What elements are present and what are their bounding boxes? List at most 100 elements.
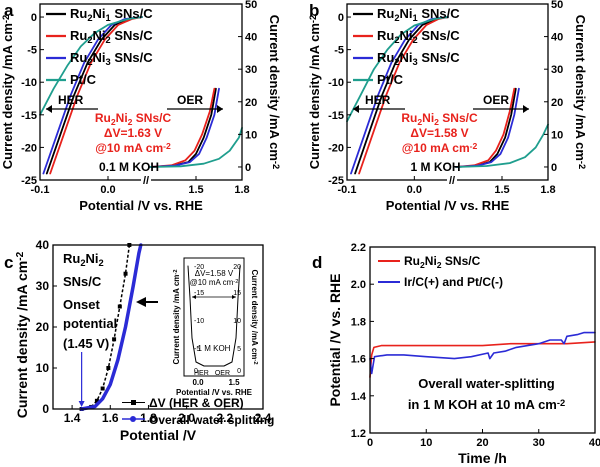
annotation-line2-d-part: -2 (557, 398, 565, 408)
y-tick-label-d-2: 1.6 (351, 354, 366, 366)
inset-y-axis-label-left-part: Current density /mA cm (172, 275, 181, 365)
annotation-sample-c-part: 2 (80, 258, 85, 268)
annotation-sample-b-part: 2 (417, 117, 422, 127)
legend-label-d-1: Ir/C(+) and Pt/C(-) (404, 275, 503, 289)
panel-letter-c: c (4, 253, 13, 272)
panel-d: 0 10 20 30 40 1.2 1.4 1.6 1.8 2.0 2.2 Time /h Potent… (312, 242, 600, 466)
annotation-current-a-part: -2 (163, 141, 171, 151)
annotation-sns-c: SNs/C (63, 274, 102, 289)
inset-y-left-tick-label-0: 0 (194, 368, 198, 375)
series-d-0 (369, 341, 596, 379)
legend-label-a-1: Ru2Ni2 SNs/C (70, 28, 153, 45)
panel-letter-d: d (312, 253, 322, 272)
legend-label-a-1-part: 2 (87, 35, 92, 45)
y-right-tick-label-b-5: 50 (551, 0, 563, 11)
annotation-delta-v-b: ΔV=1.58 V (410, 126, 468, 140)
oer-label-b: OER (483, 93, 509, 107)
inset-y-right-tick-label-3: 15 (233, 290, 241, 297)
legend-label-b-0: Ru2Ni1 SNs/C (377, 6, 460, 23)
inset-y-axis-label-right-part: -2 (252, 359, 258, 364)
inset-y-axis-label-left-part: -2 (173, 269, 179, 274)
legend-label-b-2-part: 3 (413, 57, 418, 67)
her-arrow-head-a (46, 105, 52, 113)
legend-label-a-2-part: Ni (93, 50, 106, 65)
inset-y-right-tick-label-2: 10 (233, 318, 241, 325)
y-axis-label-c: Current density /mA cm-2 (14, 251, 30, 418)
x-tick-label-d-1: 10 (420, 437, 432, 449)
annotation-sample-b-part: Ni (422, 111, 434, 125)
x-tick-label-d-0: 0 (367, 437, 373, 449)
inset-delta-arrow-right (232, 295, 236, 299)
x-tick-label-c-0: 1.4 (64, 411, 81, 425)
x-axis-label-b: Potential /V vs. RHE (386, 198, 510, 213)
legend-label-a-0-part: Ni (93, 6, 106, 21)
her-label-a: HER (58, 93, 84, 107)
y-tick-label-c-2: 20 (36, 320, 50, 334)
annotation-line2-d: in 1 M KOH at 10 mA cm-2 (408, 397, 565, 412)
legend-label-b-1-part: Ni (400, 28, 413, 43)
legend-label-c-1: Overall water splitting (149, 413, 274, 427)
annotation-line1-d: Overall water-splitting (418, 376, 555, 391)
annotation-line2-d-part: in 1 M KOH at 10 mA cm (408, 397, 557, 412)
inset-y-right-tick-label-0: 0 (237, 368, 241, 375)
legend-label-a-0-part: 2 (87, 13, 92, 23)
y-axis-label-left-b: Current density /mA cm-2 (307, 15, 322, 169)
panel-a: // -0.1 0.0 1.5 1.8 0 -5 -10 -15 -20 -25 0 10 20 30 40 5… (0, 0, 282, 213)
legend-label-d-1-part: Ir/C(+) and Pt/C(-) (404, 275, 503, 289)
y-left-tick-label-b-0: 0 (338, 12, 344, 24)
annotation-sample-c: Ru2Ni2 (63, 251, 104, 268)
legend-label-a-0-part: 1 (106, 13, 111, 23)
legend-label-b-0-part: Ni (400, 6, 413, 21)
annotation-sample-b-part: SNs/C (439, 111, 478, 125)
y-right-tick-label-b-1: 10 (551, 129, 563, 141)
annotation-onset3-c: (1.45 V) (63, 336, 109, 351)
series-a-3-oer (149, 127, 243, 168)
y-axis-label-left-a-part: Current density /mA cm (0, 23, 15, 169)
annotation-onset2-c: potential (63, 316, 117, 331)
legend-label-b-0-part: 1 (413, 13, 418, 23)
her-arrow-head-b (353, 105, 359, 113)
legend-label-d-0: Ru2Ni2 SNs/C (404, 254, 481, 270)
x-tick-label-d-4: 40 (589, 437, 600, 449)
y-tick-label-c-3: 30 (36, 279, 50, 293)
legend-label-b-1-part: 2 (394, 35, 399, 45)
inset-x-tick-label-0: 0.0 (192, 378, 204, 387)
x-tick-label-a-3: 1.8 (234, 184, 249, 196)
oer-label-a: OER (177, 93, 203, 107)
inset-y-left-tick-label-4: -20 (194, 264, 204, 271)
inset-curve-c (187, 265, 241, 367)
series-a-1-her (49, 16, 143, 175)
y-left-tick-label-a-2: -10 (21, 77, 37, 89)
inset-y-left-tick-label-3: -15 (194, 290, 204, 297)
y-tick-label-c-0: 0 (42, 402, 49, 416)
legend-label-a-1-part: Ru (70, 28, 87, 43)
x-axis-label-c: Potential /V (120, 427, 197, 443)
y-right-tick-label-a-4: 40 (245, 32, 257, 44)
y-left-tick-label-a-3: -15 (21, 110, 37, 122)
y-axis-label-left-a-part: -2 (1, 15, 11, 23)
y-tick-label-c-4: 40 (36, 238, 50, 252)
y-axis-label-left-b-part: -2 (308, 15, 318, 23)
annotation-sample-a-part: Ru (95, 111, 111, 125)
inset-y-right-tick-label-1: 5 (237, 346, 241, 353)
annotation-sample-b-part: Ru (401, 111, 417, 125)
annotation-current-a-part: @10 mA cm (95, 141, 163, 155)
inset-y-left-tick-label-1: -5 (194, 346, 200, 353)
x-tick-label-c-5: 2.4 (255, 411, 272, 425)
axis-break-mask-a (141, 174, 151, 186)
inset-y-right-tick-label-4: 20 (233, 264, 241, 271)
y-right-tick-label-b-3: 30 (551, 64, 563, 76)
annotation-current-a: @10 mA cm-2 (95, 141, 171, 155)
legend-label-b-2: Ru2Ni3 SNs/C (377, 50, 460, 67)
y-axis-label-right-a-part: Current density /mA cm (267, 15, 282, 161)
y-right-tick-label-a-0: 0 (245, 162, 251, 174)
y-right-tick-label-b-2: 20 (551, 97, 563, 109)
x-tick-label-b-0: -0.1 (338, 184, 357, 196)
axis-break-b: // (449, 175, 455, 187)
annotation-sample-a-part: 2 (111, 117, 116, 127)
x-tick-label-c-1: 1.6 (102, 411, 119, 425)
series-c-0-marker-2 (94, 398, 99, 403)
y-axis-label-right-a: Current density /mA cm-2 (267, 15, 282, 169)
legend-label-b-1-part: SNs/C (418, 28, 461, 43)
series-c-0-marker-7 (123, 271, 128, 276)
